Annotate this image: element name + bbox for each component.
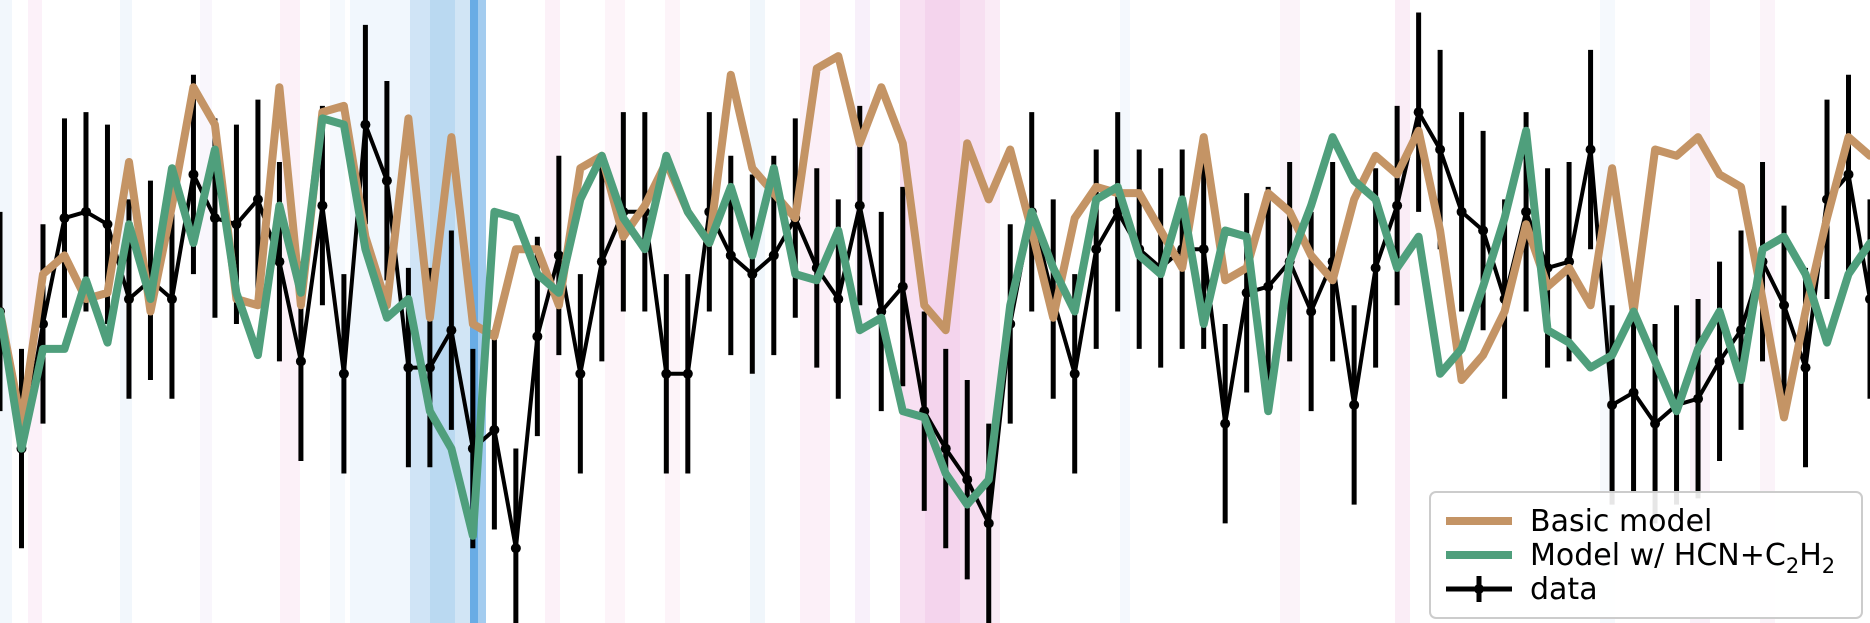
data-point — [80, 206, 91, 217]
data-point — [209, 213, 220, 224]
data-point — [1779, 300, 1790, 311]
data-point — [446, 325, 457, 336]
data-point — [1069, 368, 1080, 379]
data-point — [510, 543, 521, 554]
data-point — [768, 250, 779, 261]
data-point — [897, 281, 908, 292]
series-line-model-hcn-c2h2 — [0, 114, 1870, 540]
background-band — [478, 0, 486, 623]
background-band — [960, 0, 985, 623]
data-point — [553, 250, 564, 261]
data-point — [1370, 262, 1381, 273]
background-band — [1395, 0, 1410, 623]
data-point — [1800, 362, 1811, 373]
data-point — [747, 269, 758, 280]
data-point — [1392, 200, 1403, 211]
data-point — [1241, 287, 1252, 298]
data-point — [1478, 225, 1489, 236]
data-point — [1220, 418, 1231, 429]
data-point — [1456, 206, 1467, 217]
data-point — [252, 194, 263, 205]
data-point — [596, 256, 607, 267]
background-band — [1120, 0, 1130, 623]
data-point — [295, 356, 306, 367]
data-point — [854, 200, 865, 211]
data-point — [489, 424, 500, 435]
data-point — [1650, 418, 1661, 429]
data-point — [403, 362, 414, 373]
data-point — [661, 368, 672, 379]
legend-label-model-prefix: Model w/ HCN+C — [1530, 538, 1786, 573]
data-point — [381, 175, 392, 186]
legend-frame — [1429, 491, 1863, 619]
data-point — [1413, 107, 1424, 118]
legend-label-model-mid: H — [1799, 538, 1822, 573]
data-point — [1736, 325, 1747, 336]
data-point — [532, 331, 543, 342]
data-point — [166, 294, 177, 305]
data-line — [0, 110, 1870, 551]
legend-label-model-sub2: 2 — [1822, 554, 1835, 578]
legend-label-model-hcn: Model w/ HCN+C2H2 — [1530, 538, 1835, 578]
legend-label-data: data — [1530, 572, 1598, 607]
legend-label-model-sub1: 2 — [1786, 554, 1799, 578]
data-point — [59, 213, 70, 224]
data-point — [1263, 281, 1274, 292]
data-point — [962, 474, 973, 485]
background-band — [200, 0, 212, 623]
data-point — [338, 368, 349, 379]
data-point — [1865, 294, 1870, 305]
data-point — [682, 368, 693, 379]
data-point — [1564, 256, 1575, 267]
data-point — [575, 368, 586, 379]
data-point — [1112, 206, 1123, 217]
background-band — [0, 0, 12, 623]
data-point — [123, 294, 134, 305]
data-point — [37, 318, 48, 329]
data-point — [1091, 244, 1102, 255]
legend-label-basic-model: Basic model — [1530, 504, 1712, 539]
data-point — [317, 200, 328, 211]
data-point — [102, 219, 113, 230]
data-point — [231, 219, 242, 230]
data-point — [1693, 393, 1704, 404]
legend: Basic model Model w/ HCN+C2H2 data — [1429, 491, 1863, 619]
data-point — [1714, 356, 1725, 367]
data-point — [1349, 399, 1360, 410]
background-band — [545, 0, 560, 623]
series-layer — [0, 12, 1870, 623]
data-point — [274, 256, 285, 267]
data-point — [940, 443, 951, 454]
data-point — [1198, 244, 1209, 255]
background-band — [120, 0, 132, 623]
data-point — [424, 362, 435, 373]
data-point — [1585, 144, 1596, 155]
data-point — [1521, 206, 1532, 217]
legend-swatch-data-marker — [1474, 584, 1484, 594]
data-point — [983, 518, 994, 529]
data-point — [1628, 387, 1639, 398]
background-band — [750, 0, 765, 623]
data-point — [188, 169, 199, 180]
background-band — [605, 0, 625, 623]
data-point — [360, 119, 371, 130]
data-point — [725, 250, 736, 261]
data-point — [833, 294, 844, 305]
data-point — [1435, 144, 1446, 155]
data-point — [1306, 306, 1317, 317]
data-point — [1843, 169, 1854, 180]
data-point — [1607, 399, 1618, 410]
data-point — [876, 306, 887, 317]
